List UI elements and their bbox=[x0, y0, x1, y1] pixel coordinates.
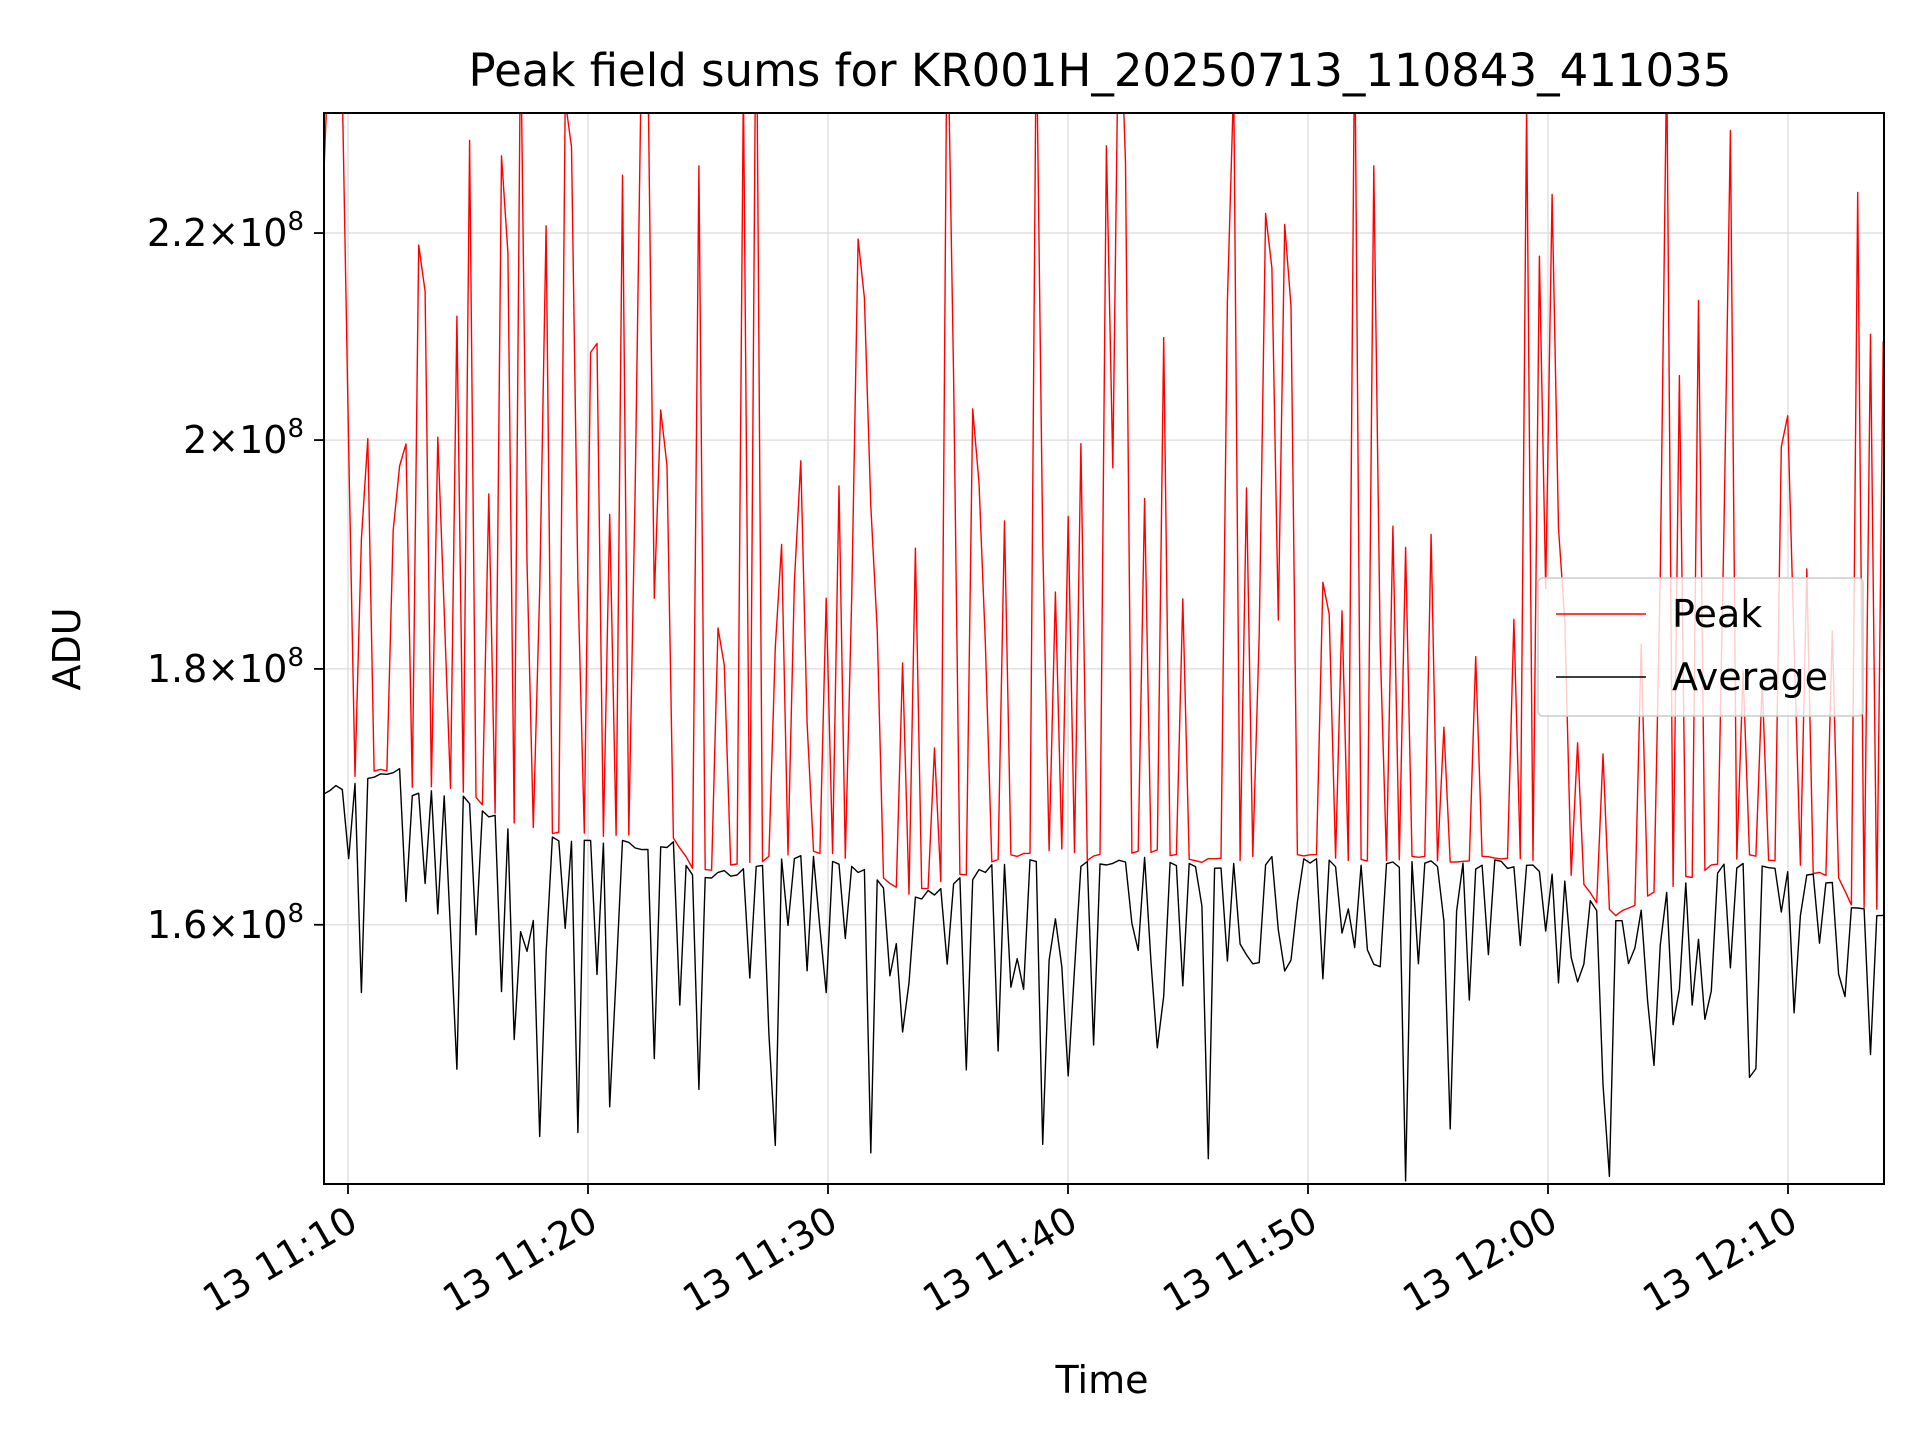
y-tick-label: 1.6×108 bbox=[147, 899, 304, 947]
y-tick-exponent: 8 bbox=[287, 414, 304, 444]
y-tick-mantissa: 2 bbox=[183, 418, 207, 462]
y-tick-mantissa: 2.2 bbox=[147, 211, 207, 255]
y-tick-times: ×10 bbox=[207, 647, 287, 691]
y-tick-mantissa: 1.6 bbox=[147, 903, 207, 947]
x-axis-label: Time bbox=[1055, 1358, 1149, 1402]
legend: Peak Average bbox=[1537, 577, 1864, 717]
y-axis-label: ADU bbox=[45, 607, 89, 690]
x-tick-label: 13 11:20 bbox=[435, 1198, 604, 1321]
plot-frame bbox=[323, 112, 1885, 1185]
x-tick-label: 13 11:40 bbox=[915, 1198, 1084, 1321]
series-line-peak bbox=[324, 113, 1884, 917]
x-tick-label: 13 11:10 bbox=[195, 1198, 364, 1321]
x-axis: 13 11:10 13 11:20 13 11:30 13 11:40 13 11:50… bbox=[195, 1184, 1805, 1321]
y-tick-label: 1.8×108 bbox=[147, 643, 304, 691]
y-tick-exponent: 8 bbox=[287, 207, 304, 237]
chart-title: Peak field sums for KR001H_20250713_1108… bbox=[469, 44, 1732, 97]
x-tick-label: 13 12:00 bbox=[1395, 1198, 1564, 1321]
y-tick-exponent: 8 bbox=[287, 643, 304, 673]
y-tick-label: 2.2×108 bbox=[147, 207, 304, 255]
legend-label-peak: Peak bbox=[1672, 592, 1762, 636]
legend-box bbox=[1537, 577, 1864, 717]
y-tick-times: ×10 bbox=[207, 418, 287, 462]
x-tick-label: 13 11:30 bbox=[675, 1198, 844, 1321]
x-tick-label: 13 11:50 bbox=[1155, 1198, 1324, 1321]
y-tick-mantissa: 1.8 bbox=[147, 647, 207, 691]
y-tick-times: ×10 bbox=[207, 903, 287, 947]
y-tick-exponent: 8 bbox=[287, 899, 304, 929]
y-tick-times: ×10 bbox=[207, 211, 287, 255]
x-tick-label: 13 12:10 bbox=[1635, 1198, 1804, 1321]
y-tick-label: 2×108 bbox=[183, 414, 304, 462]
legend-label-average: Average bbox=[1672, 655, 1828, 699]
series-layer bbox=[324, 113, 1884, 1182]
series-line-average bbox=[324, 768, 1884, 1182]
